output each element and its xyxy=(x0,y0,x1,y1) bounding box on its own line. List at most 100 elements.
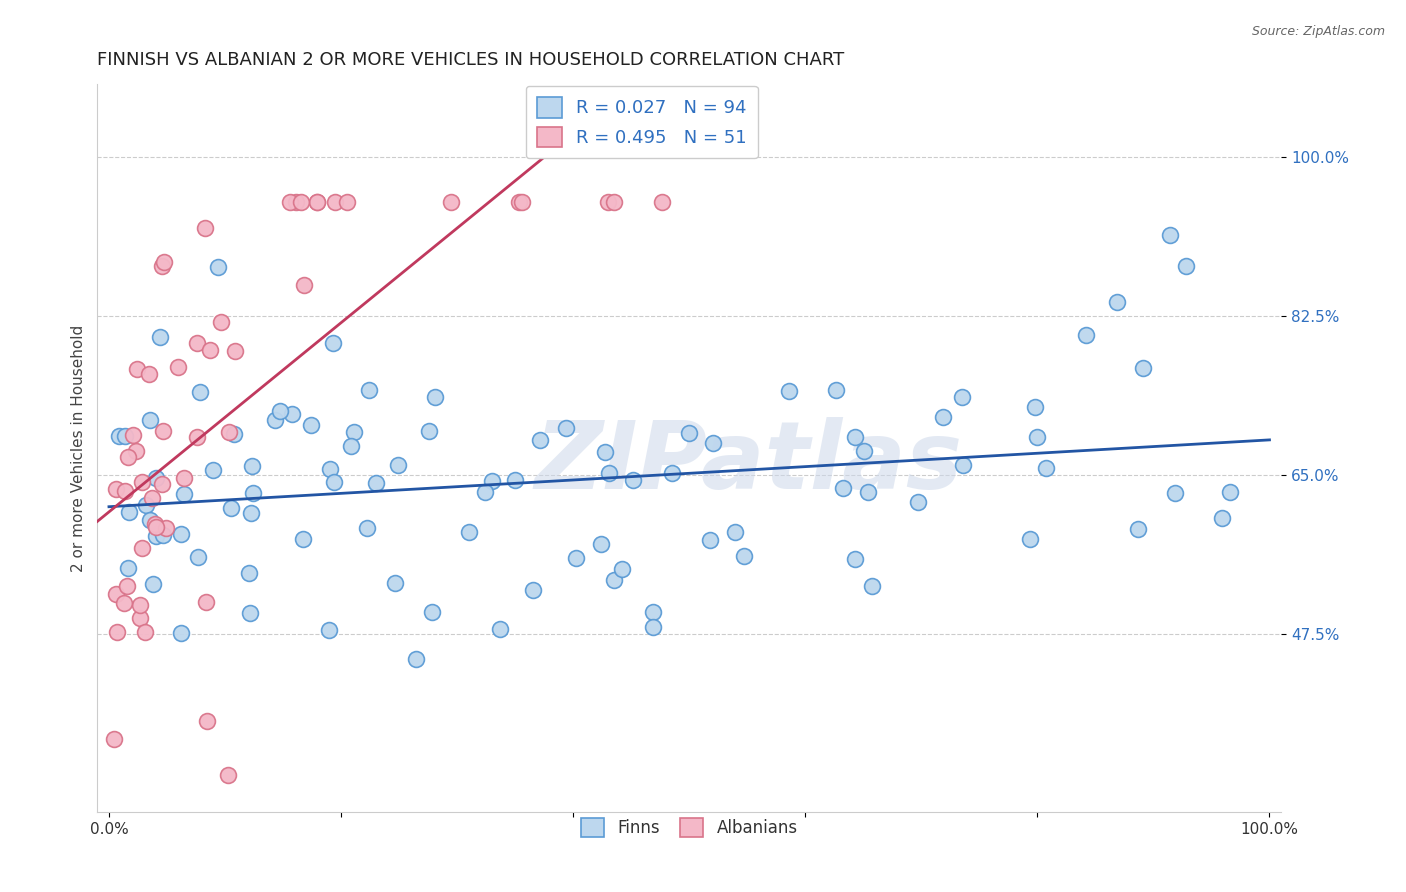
Point xyxy=(222,427,245,442)
Point xyxy=(239,606,262,620)
Point xyxy=(128,598,150,612)
Point xyxy=(209,314,232,328)
Point xyxy=(141,491,163,505)
Point xyxy=(173,486,195,500)
Point xyxy=(474,485,496,500)
Point xyxy=(778,384,800,399)
Point xyxy=(860,579,883,593)
Point xyxy=(1025,430,1047,444)
Point xyxy=(152,425,174,439)
Point xyxy=(1175,259,1198,273)
Point xyxy=(564,550,586,565)
Point xyxy=(239,507,262,521)
Point xyxy=(555,420,578,434)
Point xyxy=(170,527,193,541)
Point xyxy=(269,404,291,418)
Point xyxy=(641,605,664,619)
Point xyxy=(932,410,955,425)
Point xyxy=(187,549,209,564)
Point xyxy=(194,221,217,235)
Point xyxy=(529,433,551,447)
Point xyxy=(503,473,526,487)
Point xyxy=(264,413,287,427)
Point xyxy=(105,624,128,639)
Point xyxy=(115,579,138,593)
Point xyxy=(108,429,131,443)
Point xyxy=(135,498,157,512)
Point xyxy=(139,512,162,526)
Point xyxy=(457,525,479,540)
Point xyxy=(831,481,853,495)
Point xyxy=(139,413,162,427)
Point xyxy=(117,561,139,575)
Point xyxy=(322,335,344,350)
Point xyxy=(305,195,328,210)
Point xyxy=(143,517,166,532)
Point xyxy=(641,620,664,634)
Point xyxy=(150,477,173,491)
Point xyxy=(217,768,239,782)
Point xyxy=(103,732,125,747)
Point xyxy=(384,576,406,591)
Point xyxy=(1018,532,1040,546)
Text: FINNISH VS ALBANIAN 2 OR MORE VEHICLES IN HOUSEHOLD CORRELATION CHART: FINNISH VS ALBANIAN 2 OR MORE VEHICLES I… xyxy=(97,51,845,69)
Text: ZIPatlas: ZIPatlas xyxy=(534,417,963,508)
Point xyxy=(510,195,533,210)
Point xyxy=(219,500,242,515)
Point xyxy=(114,429,136,443)
Point xyxy=(1164,486,1187,500)
Point xyxy=(724,525,747,540)
Point xyxy=(596,195,619,210)
Point xyxy=(292,278,315,293)
Point xyxy=(508,195,530,210)
Point xyxy=(131,475,153,489)
Point xyxy=(359,383,381,397)
Point xyxy=(418,424,440,438)
Point xyxy=(145,471,167,485)
Point xyxy=(149,329,172,343)
Point xyxy=(173,470,195,484)
Point xyxy=(186,335,208,350)
Point xyxy=(114,484,136,499)
Point xyxy=(336,195,359,210)
Point xyxy=(240,458,263,473)
Point xyxy=(488,622,510,636)
Point xyxy=(340,439,363,453)
Point xyxy=(117,450,139,464)
Point xyxy=(950,390,973,404)
Point xyxy=(420,605,443,619)
Point xyxy=(118,505,141,519)
Point xyxy=(323,195,346,210)
Point xyxy=(186,430,208,444)
Point xyxy=(1074,328,1097,343)
Point xyxy=(481,474,503,488)
Point xyxy=(138,367,160,381)
Point xyxy=(825,383,848,397)
Point xyxy=(522,583,544,598)
Point xyxy=(651,195,673,210)
Point xyxy=(105,587,128,601)
Point xyxy=(319,462,342,476)
Y-axis label: 2 or more Vehicles in Household: 2 or more Vehicles in Household xyxy=(72,325,86,572)
Point xyxy=(678,426,700,441)
Point xyxy=(589,536,612,550)
Point xyxy=(127,362,149,376)
Point xyxy=(292,533,315,547)
Point xyxy=(612,562,634,576)
Point xyxy=(844,430,866,444)
Point xyxy=(856,485,879,500)
Point xyxy=(1132,361,1154,376)
Point xyxy=(598,467,620,481)
Point xyxy=(198,343,221,358)
Point xyxy=(290,195,312,210)
Point xyxy=(207,260,229,274)
Point xyxy=(194,594,217,608)
Legend: Finns, Albanians: Finns, Albanians xyxy=(574,811,804,844)
Point xyxy=(218,425,240,439)
Point xyxy=(238,566,260,581)
Point xyxy=(242,485,264,500)
Point xyxy=(425,391,447,405)
Point xyxy=(702,436,724,450)
Point xyxy=(603,195,626,210)
Point xyxy=(1128,522,1150,536)
